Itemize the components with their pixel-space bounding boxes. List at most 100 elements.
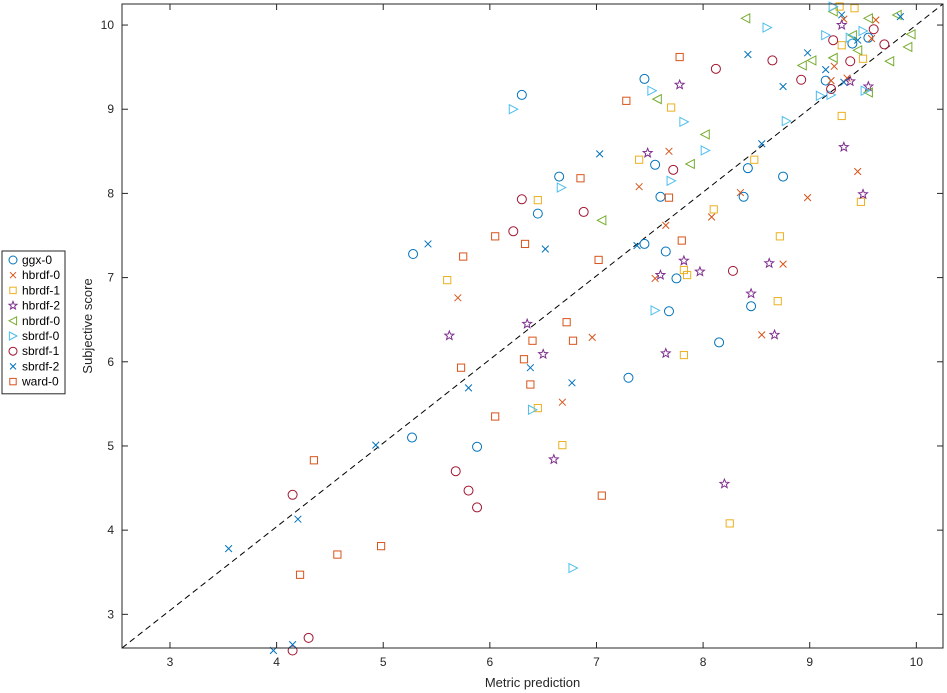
data-point-ward-0 bbox=[491, 412, 500, 421]
data-point-nbrdf-0 bbox=[862, 12, 873, 24]
axes-box bbox=[121, 3, 944, 649]
legend-item: nbrdf-0 bbox=[7, 314, 60, 328]
data-point-nbrdf-0 bbox=[884, 55, 895, 67]
data-point-sbrdf-0 bbox=[845, 32, 856, 44]
legend-marker-nbrdf-0 bbox=[7, 315, 18, 326]
data-point-hbrdf-1 bbox=[835, 2, 844, 11]
data-point-hbrdf-0 bbox=[843, 74, 851, 82]
data-point-hbrdf-2 bbox=[694, 265, 706, 277]
data-point-sbrdf-1 bbox=[727, 265, 738, 276]
data-point-hbrdf-0 bbox=[758, 331, 766, 339]
data-point-ggx-0 bbox=[650, 159, 661, 170]
data-point-sbrdf-0 bbox=[666, 175, 677, 187]
data-point-nbrdf-0 bbox=[796, 60, 807, 71]
series-hbrdf-1 bbox=[443, 2, 868, 528]
data-point-nbrdf-0 bbox=[905, 28, 916, 40]
y-axis-label: Subjective score bbox=[80, 278, 95, 373]
data-point-ggx-0 bbox=[820, 75, 831, 86]
data-point-sbrdf-2 bbox=[853, 36, 862, 44]
x-tick-label: 7 bbox=[593, 655, 600, 669]
data-point-hbrdf-1 bbox=[679, 350, 689, 360]
legend-item: hbrdf-1 bbox=[9, 283, 60, 297]
data-point-nbrdf-0 bbox=[902, 41, 913, 53]
data-point-nbrdf-0 bbox=[852, 44, 863, 56]
data-point-sbrdf-2 bbox=[779, 82, 787, 91]
data-point-sbrdf-1 bbox=[450, 466, 461, 477]
data-point-sbrdf-1 bbox=[767, 55, 778, 66]
data-point-hbrdf-0 bbox=[665, 147, 673, 156]
data-point-sbrdf-1 bbox=[879, 39, 890, 50]
data-point-sbrdf-0 bbox=[858, 25, 869, 37]
series-hbrdf-0 bbox=[454, 15, 880, 406]
plot-area bbox=[121, 3, 944, 649]
data-point-sbrdf-0 bbox=[508, 103, 519, 115]
axis-ticks: 3 4 5 6 7 8 9 10 3 4 5 6 7 8 9 10 bbox=[101, 4, 943, 669]
legend-marker-hbrdf-1 bbox=[9, 286, 17, 295]
legend-label: nbrdf-0 bbox=[22, 314, 60, 328]
data-point-hbrdf-1 bbox=[635, 155, 644, 164]
data-point-hbrdf-0 bbox=[662, 221, 670, 230]
data-point-nbrdf-0 bbox=[891, 9, 902, 21]
data-point-sbrdf-2 bbox=[840, 78, 848, 87]
data-point-hbrdf-2 bbox=[838, 141, 850, 153]
data-point-sbrdf-2 bbox=[744, 50, 752, 59]
data-point-ward-0 bbox=[459, 252, 468, 261]
data-point-ward-0 bbox=[622, 96, 631, 105]
legend-item: hbrdf-0 bbox=[9, 268, 60, 282]
y-tick-label: 3 bbox=[107, 607, 114, 621]
data-point-hbrdf-2 bbox=[659, 347, 672, 359]
data-point-sbrdf-1 bbox=[463, 485, 474, 496]
data-point-ward-0 bbox=[456, 363, 466, 372]
data-point-hbrdf-2 bbox=[718, 477, 731, 489]
data-point-hbrdf-2 bbox=[673, 78, 686, 90]
data-point-ward-0 bbox=[528, 336, 537, 345]
legend-label: ggx-0 bbox=[22, 253, 52, 267]
data-point-ward-0 bbox=[562, 318, 571, 327]
legend-label: hbrdf-2 bbox=[22, 299, 60, 313]
data-point-nbrdf-0 bbox=[596, 215, 607, 226]
data-point-sbrdf-1 bbox=[578, 206, 589, 217]
legend-item: sbrdf-1 bbox=[8, 344, 60, 358]
y-tick-label: 4 bbox=[107, 523, 114, 537]
series-ward-0 bbox=[295, 52, 686, 579]
data-point-hbrdf-0 bbox=[707, 213, 716, 221]
data-point-hbrdf-2 bbox=[548, 453, 560, 465]
legend-marker-sbrdf-1 bbox=[8, 346, 18, 356]
data-point-sbrdf-0 bbox=[781, 115, 792, 127]
data-point-hbrdf-2 bbox=[862, 80, 875, 92]
data-point-sbrdf-2 bbox=[224, 544, 233, 553]
data-point-ward-0 bbox=[376, 542, 386, 551]
data-point-hbrdf-1 bbox=[775, 232, 784, 241]
data-point-ggx-0 bbox=[663, 306, 674, 317]
data-point-sbrdf-2 bbox=[821, 65, 830, 74]
legend-label: hbrdf-1 bbox=[22, 283, 60, 297]
y-tick-label: 8 bbox=[107, 186, 114, 200]
data-point-sbrdf-0 bbox=[815, 90, 826, 102]
series-hbrdf-2 bbox=[443, 18, 875, 489]
data-point-sbrdf-0 bbox=[647, 85, 658, 97]
legend-item: hbrdf-2 bbox=[7, 299, 60, 313]
data-point-sbrdf-2 bbox=[758, 140, 766, 148]
data-point-hbrdf-2 bbox=[678, 254, 690, 266]
data-point-hbrdf-2 bbox=[857, 188, 869, 200]
data-point-sbrdf-2 bbox=[595, 150, 604, 158]
data-point-nbrdf-0 bbox=[827, 52, 838, 64]
data-point-ggx-0 bbox=[742, 163, 753, 174]
legend-label: hbrdf-0 bbox=[22, 268, 60, 282]
data-point-sbrdf-2 bbox=[541, 245, 550, 253]
data-point-ward-0 bbox=[309, 456, 319, 465]
y-tick-label: 9 bbox=[107, 102, 114, 116]
data-point-hbrdf-1 bbox=[837, 41, 846, 50]
legend-marker-ward-0 bbox=[9, 377, 17, 386]
data-point-sbrdf-1 bbox=[668, 164, 679, 175]
data-point-ward-0 bbox=[568, 336, 578, 345]
data-point-sbrdf-0 bbox=[860, 85, 871, 97]
data-point-ggx-0 bbox=[554, 171, 565, 182]
data-point-hbrdf-1 bbox=[667, 103, 676, 112]
data-point-ggx-0 bbox=[778, 171, 789, 182]
data-point-sbrdf-0 bbox=[762, 22, 773, 33]
legend-label: sbrdf-2 bbox=[22, 359, 60, 373]
data-point-sbrdf-2 bbox=[526, 363, 535, 372]
data-point-ward-0 bbox=[597, 491, 606, 500]
